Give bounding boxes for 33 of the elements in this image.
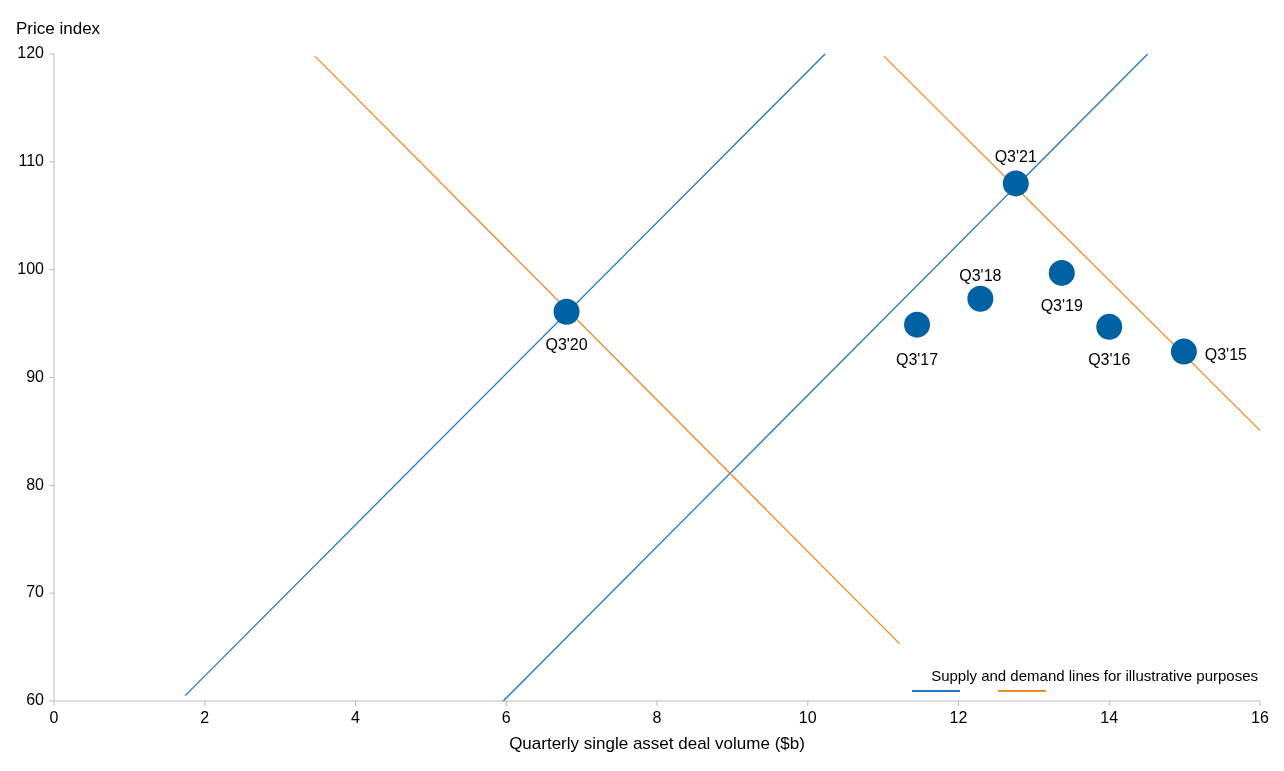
x-tick-label: 10	[798, 709, 817, 726]
y-tick-label: 110	[18, 152, 45, 170]
x-tick-label: 12	[949, 709, 968, 726]
x-tick-label: 0	[49, 709, 59, 726]
x-tick-label: 2	[200, 709, 210, 726]
x-tick-label: 16	[1251, 709, 1269, 726]
x-tick-label: 6	[501, 709, 511, 726]
y-tick-label: 90	[26, 367, 45, 385]
y-tick-label: 80	[26, 475, 45, 493]
y-axis-title: Price index	[16, 19, 101, 38]
point	[904, 311, 931, 338]
data-label: Q3'15	[1204, 345, 1248, 363]
data-label: Q3'21	[994, 147, 1037, 165]
y-tick-label: 70	[26, 583, 45, 601]
data-label: Q3'18	[959, 267, 1002, 285]
annotation: Supply and demand lines for illustrative purposes	[931, 667, 1258, 684]
y-tick-label: 120	[17, 44, 45, 62]
data-label: Q3'20	[545, 335, 588, 353]
data-label: Q3'17	[895, 350, 939, 368]
point	[1002, 170, 1029, 197]
x-tick-label: 14	[1100, 709, 1119, 726]
x-tick-label: 8	[652, 709, 662, 726]
point	[1048, 259, 1075, 286]
y-tick-label: 60	[26, 691, 45, 709]
data-label: Q3'19	[1040, 297, 1083, 315]
x-tick-label: 4	[351, 709, 361, 726]
data-label: Q3'16	[1088, 351, 1131, 369]
point	[1096, 313, 1123, 340]
point	[967, 285, 994, 312]
point	[553, 298, 580, 325]
point	[1170, 338, 1197, 365]
x-axis-title: Quarterly single asset deal volume ($b)	[509, 734, 805, 753]
y-tick-label: 100	[17, 259, 45, 277]
